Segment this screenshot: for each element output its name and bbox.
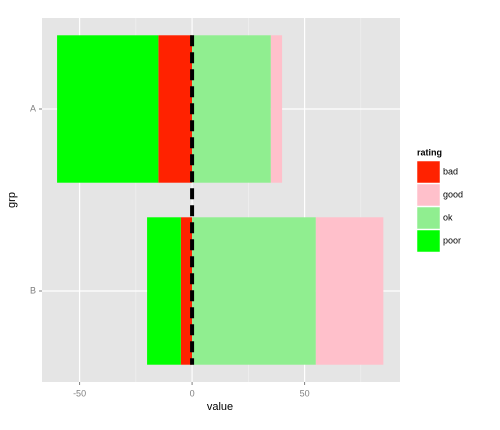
x-tick-label: 50 xyxy=(300,388,310,398)
legend-label: good xyxy=(443,189,463,199)
bar xyxy=(192,35,271,183)
bar xyxy=(158,35,193,183)
y-axis-title: grp xyxy=(6,192,18,208)
bar xyxy=(147,217,181,365)
bar xyxy=(315,217,384,365)
legend-title: rating xyxy=(417,147,442,157)
y-tick-label: A xyxy=(30,103,36,113)
x-tick-label: 0 xyxy=(190,388,195,398)
y-tick-label: B xyxy=(30,285,36,295)
bar xyxy=(270,35,283,183)
bar xyxy=(180,217,193,365)
legend-label: ok xyxy=(443,212,453,222)
legend-label: poor xyxy=(443,235,461,245)
x-axis-title: value xyxy=(207,401,233,413)
legend-label: bad xyxy=(443,166,458,176)
legend-key xyxy=(416,206,441,230)
legend-key xyxy=(416,229,441,253)
legend-key xyxy=(416,160,441,184)
x-tick-label: -50 xyxy=(73,388,86,398)
legend-key xyxy=(416,183,441,207)
bar xyxy=(57,35,159,183)
bar xyxy=(192,217,316,365)
